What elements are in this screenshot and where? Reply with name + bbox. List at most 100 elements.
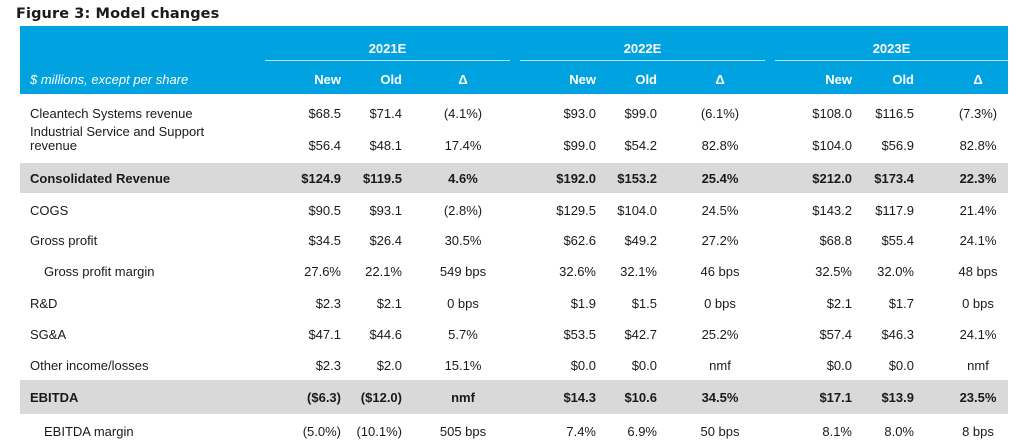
delta-column-header: Δ: [973, 72, 983, 87]
row-label: Other income/losses: [30, 358, 149, 373]
value-cell: $0.0: [826, 358, 852, 373]
value-cell: $47.1: [308, 327, 341, 342]
value-cell: 549 bps: [439, 264, 487, 279]
table-row: Other income/losses $2.3 $2.0 15.1% $0.0 $0.0…: [20, 353, 1008, 379]
value-cell: 8 bps: [962, 424, 994, 439]
value-cell: 32.0%: [877, 264, 914, 279]
row-label: Gross profit: [30, 233, 98, 248]
delta-column-header: Δ: [458, 72, 468, 87]
value-cell: 32.5%: [815, 264, 852, 279]
value-cell: $153.2: [617, 171, 657, 186]
value-cell: 0 bps: [447, 296, 479, 311]
value-cell: (6.1%): [700, 106, 740, 121]
old-column-header: Old: [635, 72, 657, 87]
value-cell: $49.2: [624, 233, 657, 248]
table-row: EBITDA margin (5.0%) (10.1%) 505 bps 7.4% 6.9…: [20, 420, 1008, 443]
value-cell: $0.0: [888, 358, 914, 373]
value-cell: $212.0: [812, 171, 852, 186]
value-cell: $56.4: [308, 138, 341, 153]
value-cell: 30.5%: [444, 233, 482, 248]
row-label: EBITDA margin: [44, 424, 134, 439]
value-cell: 25.2%: [701, 327, 739, 342]
value-cell: $1.5: [631, 296, 657, 311]
value-cell: nmf: [967, 358, 989, 373]
value-cell: $56.9: [881, 138, 914, 153]
value-cell: $104.0: [617, 203, 657, 218]
row-label: Industrial Service and Support: [30, 124, 205, 139]
value-cell: 21.4%: [959, 203, 997, 218]
value-cell: $44.6: [369, 327, 402, 342]
value-cell: (4.1%): [443, 106, 483, 121]
value-cell: $90.5: [308, 203, 341, 218]
value-cell: (7.3%): [958, 106, 998, 121]
value-cell: $26.4: [369, 233, 402, 248]
value-cell: 27.2%: [701, 233, 739, 248]
value-cell: 23.5%: [959, 390, 997, 405]
value-cell: 8.1%: [822, 424, 852, 439]
value-cell: $124.9: [301, 171, 341, 186]
value-cell: $0.0: [631, 358, 657, 373]
value-cell: 6.9%: [627, 424, 657, 439]
table-row: COGS $90.5 $93.1 (2.8%) $129.5 $104.0 24.5% $14…: [20, 198, 1008, 224]
value-cell: $108.0: [812, 106, 852, 121]
value-cell: ($6.3): [307, 390, 341, 405]
value-cell: $10.6: [624, 390, 657, 405]
old-column-header: Old: [380, 72, 402, 87]
row-label: Gross profit margin: [44, 264, 155, 279]
value-cell: 15.1%: [444, 358, 482, 373]
value-cell: 22.1%: [365, 264, 402, 279]
value-cell: $14.3: [563, 390, 596, 405]
value-cell: $17.1: [819, 390, 852, 405]
value-cell: 34.5%: [701, 390, 739, 405]
value-cell: $1.7: [888, 296, 914, 311]
value-cell: $62.6: [563, 233, 596, 248]
value-cell: 82.8%: [959, 138, 997, 153]
row-label: R&D: [30, 296, 58, 311]
new-column-header: New: [314, 72, 341, 87]
value-cell: 17.4%: [444, 138, 482, 153]
value-cell: $93.1: [369, 203, 402, 218]
value-cell: $55.4: [881, 233, 914, 248]
table-row: R&D $2.3 $2.1 0 bps $1.9 $1.5 0 bps $2.1 $1.7 0 b…: [20, 291, 1008, 317]
table-header: $ millions, except per share 2021E 2022E 2…: [20, 26, 1008, 94]
table-row: Gross profit $34.5 $26.4 30.5% $62.6 $49.2 27.…: [20, 228, 1008, 254]
value-cell: 505 bps: [439, 424, 487, 439]
new-column-header: New: [569, 72, 596, 87]
value-cell: 7.4%: [566, 424, 596, 439]
figure-title: Figure 3: Model changes: [16, 6, 220, 22]
value-cell: $93.0: [563, 106, 596, 121]
value-cell: $1.9: [570, 296, 596, 311]
value-cell: $104.0: [812, 138, 852, 153]
value-cell: $173.4: [874, 171, 914, 186]
old-column-header: Old: [892, 72, 914, 87]
value-cell: $0.0: [570, 358, 596, 373]
value-cell: $48.1: [369, 138, 402, 153]
table-row: SG&A $47.1 $44.6 5.7% $53.5 $42.7 25.2% $57.4 $4…: [20, 322, 1008, 348]
value-cell: (5.0%): [302, 424, 341, 439]
value-cell: 27.6%: [304, 264, 341, 279]
year-header: 2023E: [775, 39, 1008, 61]
value-cell: $99.0: [563, 138, 596, 153]
value-cell: 24.1%: [959, 327, 997, 342]
table-row: EBITDA ($6.3) ($12.0) nmf $14.3 $10.6 34.5% $17…: [20, 380, 1008, 414]
value-cell: $119.5: [362, 171, 402, 186]
value-cell: $117.9: [875, 203, 914, 218]
year-header: 2022E: [520, 39, 765, 61]
delta-column-header: Δ: [715, 72, 725, 87]
value-cell: $53.5: [563, 327, 596, 342]
value-cell: 32.1%: [620, 264, 657, 279]
value-cell: $2.0: [376, 358, 402, 373]
value-cell: $116.5: [875, 106, 914, 121]
value-cell: $71.4: [369, 106, 402, 121]
value-cell: $2.1: [376, 296, 402, 311]
table-row: Cleantech Systems revenue $68.5 $71.4 (4.1%…: [20, 106, 1008, 124]
value-cell: $192.0: [556, 171, 596, 186]
value-cell: 82.8%: [701, 138, 739, 153]
value-cell: 0 bps: [704, 296, 736, 311]
row-label: Cleantech Systems revenue: [30, 106, 193, 121]
value-cell: 8.0%: [884, 424, 914, 439]
new-column-header: New: [825, 72, 852, 87]
value-cell: nmf: [451, 390, 475, 405]
value-cell: (10.1%): [356, 424, 402, 439]
value-cell: 22.3%: [959, 171, 997, 186]
